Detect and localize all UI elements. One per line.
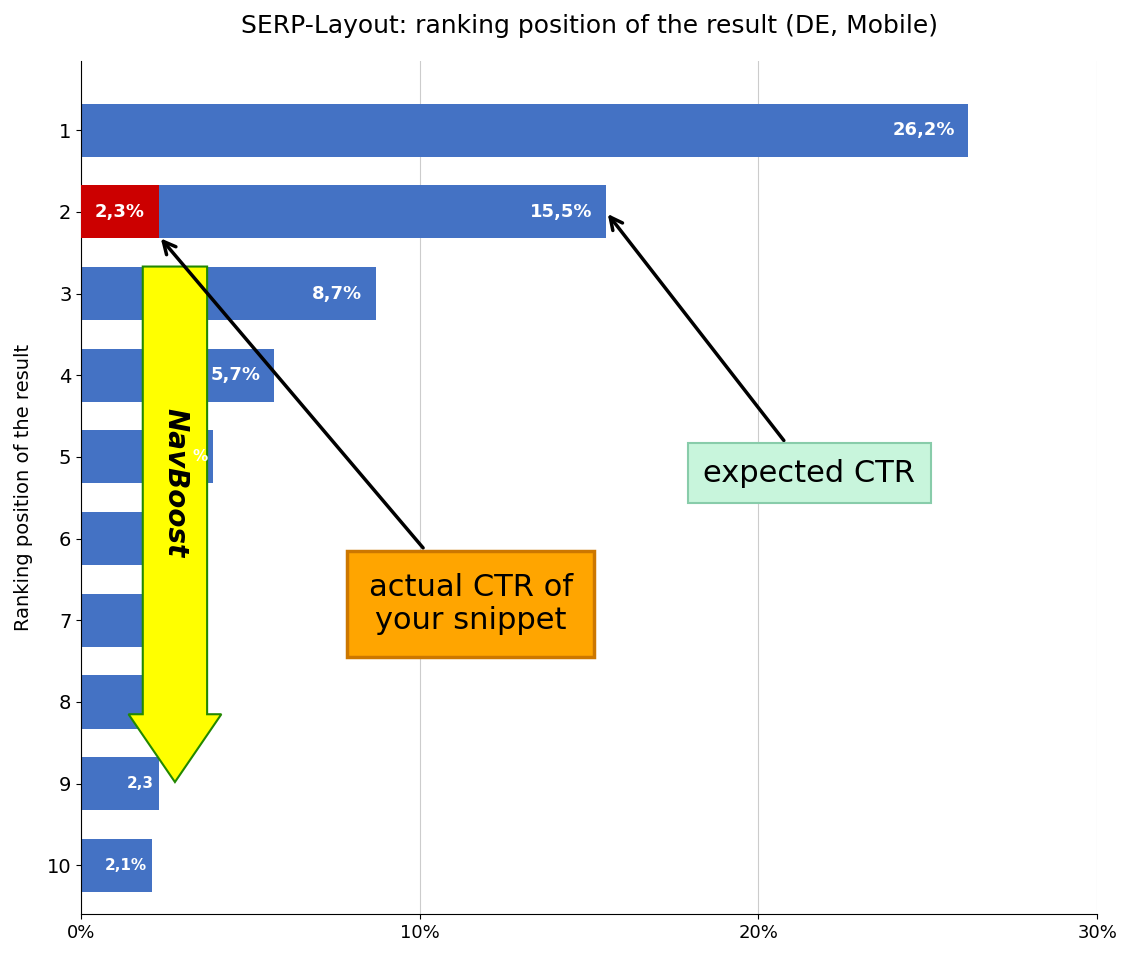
Text: NavBoost: NavBoost xyxy=(161,407,189,556)
Text: %: % xyxy=(193,449,208,465)
Polygon shape xyxy=(129,267,222,782)
Text: 2,3: 2,3 xyxy=(127,776,154,792)
Text: 2,1%: 2,1% xyxy=(105,858,147,873)
Y-axis label: Ranking position of the result: Ranking position of the result xyxy=(14,344,33,631)
Bar xyxy=(81,757,159,811)
Bar xyxy=(81,349,274,402)
Bar xyxy=(81,676,163,728)
Bar xyxy=(81,512,183,565)
Bar xyxy=(81,838,153,892)
Bar xyxy=(81,594,173,647)
Text: 15,5%: 15,5% xyxy=(530,203,593,221)
Title: SERP-Layout: ranking position of the result (DE, Mobile): SERP-Layout: ranking position of the res… xyxy=(241,14,938,38)
Bar xyxy=(81,103,968,157)
Text: 8,7%: 8,7% xyxy=(312,285,362,302)
Bar xyxy=(81,267,375,320)
Bar xyxy=(81,430,214,484)
Bar xyxy=(81,185,159,238)
Text: 5,7%: 5,7% xyxy=(210,366,260,384)
Text: expected CTR: expected CTR xyxy=(610,217,915,488)
Text: actual CTR of
your snippet: actual CTR of your snippet xyxy=(163,242,572,635)
Text: 26,2%: 26,2% xyxy=(892,121,955,140)
Bar xyxy=(81,185,606,238)
Text: 2,3%: 2,3% xyxy=(95,203,145,221)
